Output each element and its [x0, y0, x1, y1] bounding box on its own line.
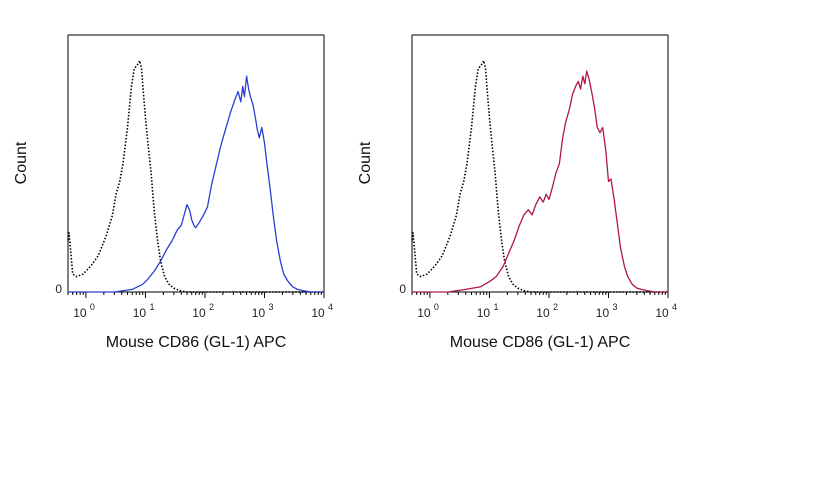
- x-tick-label: 10: [477, 306, 491, 320]
- y-tick-label: 0: [55, 282, 62, 296]
- x-tick-label: 10: [192, 306, 206, 320]
- x-tick-exponent: 4: [328, 302, 333, 312]
- y-axis-title: Count: [13, 141, 30, 184]
- x-tick-label: 10: [73, 306, 87, 320]
- x-tick-label: 10: [536, 306, 550, 320]
- x-tick-label: 10: [252, 306, 266, 320]
- control-histogram-line: [411, 59, 668, 293]
- x-tick-exponent: 2: [209, 302, 214, 312]
- x-tick-label: 10: [133, 306, 147, 320]
- x-tick-exponent: 2: [553, 302, 558, 312]
- x-tick-exponent: 0: [90, 302, 95, 312]
- x-tick-exponent: 4: [672, 302, 677, 312]
- control-histogram-line: [67, 59, 324, 293]
- x-tick-exponent: 0: [434, 302, 439, 312]
- stained-histogram-line: [412, 70, 668, 293]
- x-tick-label: 10: [311, 306, 325, 320]
- stained-histogram-line: [68, 75, 324, 293]
- x-tick-label: 10: [417, 306, 431, 320]
- x-axis-title: Mouse CD86 (GL-1) APC: [106, 334, 287, 351]
- x-axis-title: Mouse CD86 (GL-1) APC: [450, 334, 631, 351]
- plot-frame: [411, 34, 669, 293]
- x-tick-exponent: 3: [612, 302, 617, 312]
- x-tick-label: 10: [596, 306, 610, 320]
- x-tick-exponent: 1: [493, 302, 498, 312]
- x-tick-exponent: 3: [268, 302, 273, 312]
- y-axis-title: Count: [357, 141, 374, 184]
- x-tick-exponent: 1: [149, 302, 154, 312]
- plot-frame: [67, 34, 325, 293]
- x-tick-label: 10: [655, 306, 669, 320]
- y-tick-label: 0: [399, 282, 406, 296]
